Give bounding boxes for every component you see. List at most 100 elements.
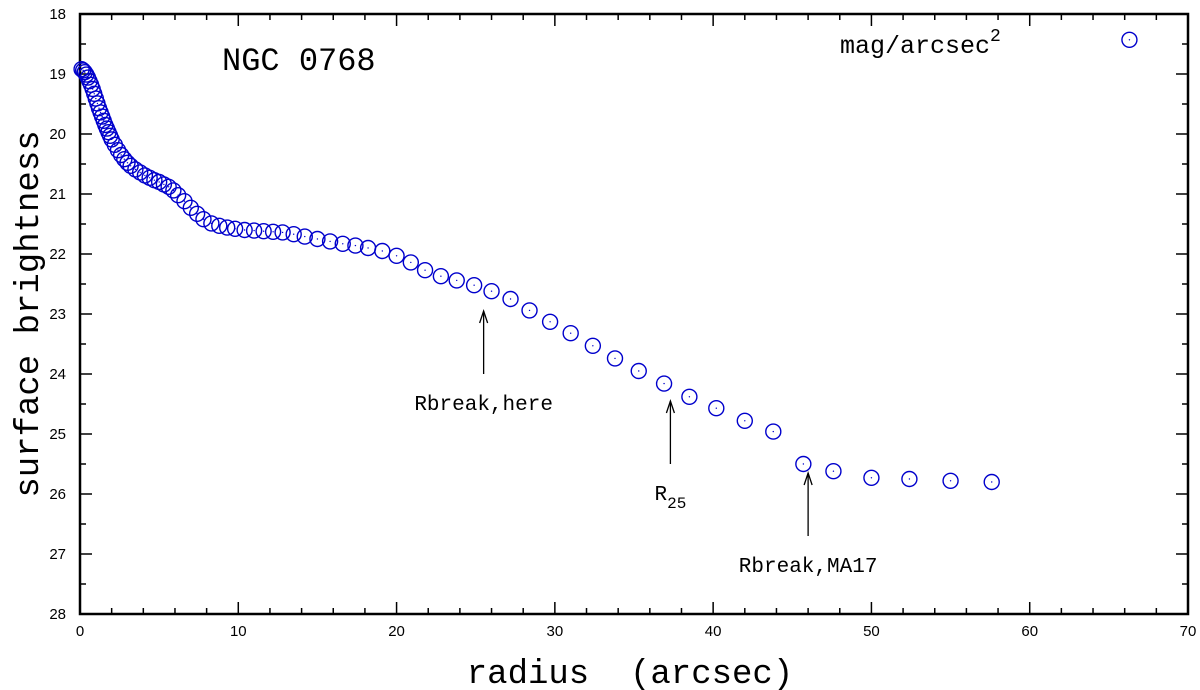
- annotations: Rbreak,here R25 Rbreak,MA17: [414, 308, 878, 579]
- data-point: [347, 237, 364, 254]
- y-tick-label: 21: [49, 186, 66, 203]
- data-point: [795, 455, 812, 473]
- data-point-center: [949, 480, 952, 482]
- data-point-center: [253, 229, 255, 232]
- data-point: [131, 164, 149, 181]
- data-point: [176, 192, 193, 210]
- data-point: [285, 225, 302, 243]
- data-point-center: [96, 102, 99, 105]
- data-point: [765, 423, 782, 440]
- data-point: [236, 221, 253, 239]
- data-point: [169, 186, 187, 204]
- data-point: [109, 141, 127, 159]
- data-point-center: [158, 181, 160, 183]
- y-tick-label: 26: [49, 486, 66, 503]
- data-point-center: [569, 332, 572, 334]
- y-tick-label: 20: [49, 126, 66, 143]
- data-point-center: [123, 158, 126, 160]
- data-point: [584, 337, 602, 354]
- data-point-center: [490, 290, 493, 292]
- data-point-center: [272, 231, 274, 233]
- y-tick-label: 28: [49, 606, 66, 623]
- annotation-arrowhead: [665, 398, 676, 414]
- data-point: [521, 302, 538, 319]
- data-point-center: [549, 321, 551, 323]
- data-point-center: [101, 115, 103, 118]
- unit-label: mag/arcsec2: [840, 27, 1001, 61]
- data-point: [630, 362, 647, 380]
- data-point: [863, 469, 880, 486]
- data-point: [1121, 31, 1138, 48]
- data-point-center: [183, 200, 186, 202]
- data-point-center: [281, 231, 284, 234]
- x-tick-label: 60: [1021, 623, 1038, 640]
- y-axis-title: surface brightness: [11, 130, 49, 497]
- data-point: [562, 325, 579, 342]
- data-point-center: [109, 135, 111, 137]
- data-point: [448, 272, 465, 289]
- data-point: [502, 290, 519, 308]
- data-point: [321, 233, 339, 250]
- data-point-center: [304, 235, 306, 238]
- data-point: [606, 350, 624, 367]
- data-point-center: [715, 407, 718, 409]
- data-point: [73, 60, 90, 78]
- data-point: [116, 150, 133, 168]
- data-point-center: [528, 309, 531, 312]
- plot-frame: [78, 12, 1190, 616]
- data-point: [736, 412, 753, 429]
- data-point: [127, 161, 144, 178]
- data-point: [825, 463, 842, 480]
- data-point-center: [91, 88, 94, 90]
- data-point-center: [90, 84, 92, 86]
- data-point: [160, 178, 177, 196]
- data-point: [708, 400, 725, 417]
- data-point-center: [110, 138, 113, 141]
- data-point-center: [234, 228, 236, 230]
- data-point: [219, 219, 236, 236]
- data-point-center: [99, 111, 102, 114]
- data-point: [309, 230, 326, 248]
- data-point: [195, 210, 212, 228]
- x-tick-label: 10: [230, 623, 247, 640]
- data-point: [942, 472, 959, 489]
- data-point-center: [688, 396, 691, 398]
- data-point-center: [120, 154, 122, 156]
- data-point-center: [98, 107, 100, 109]
- data-point-center: [148, 177, 151, 179]
- data-point: [541, 313, 559, 330]
- data-point: [465, 277, 483, 294]
- data-point-center: [114, 144, 116, 146]
- data-point-center: [262, 230, 265, 232]
- data-point: [483, 283, 500, 300]
- data-point: [334, 235, 351, 253]
- data-point: [983, 473, 1000, 491]
- data-point-center: [473, 284, 475, 286]
- data-point: [255, 222, 272, 240]
- data-point-center: [908, 478, 911, 480]
- data-point: [203, 215, 220, 232]
- annotation-label: R25: [654, 484, 686, 513]
- data-point-center: [663, 382, 665, 385]
- data-point-center: [129, 165, 132, 167]
- data-point-center: [991, 481, 993, 483]
- y-tick-label: 24: [49, 366, 66, 383]
- data-point-center: [95, 97, 97, 100]
- data-point: [296, 228, 313, 245]
- data-point-center: [316, 238, 319, 240]
- chart-title: NGC 0768: [222, 43, 376, 80]
- x-axis-title: radius (arcsec): [467, 656, 793, 690]
- axes: 0 10 20 30 40 50 60 70 18 19 20 21 22 23 24 25 26 27 28: [49, 6, 1196, 640]
- data-point-center: [342, 243, 344, 245]
- annotation-label: Rbreak,MA17: [739, 556, 878, 579]
- data-point-center: [456, 279, 458, 282]
- y-tick-label: 19: [49, 66, 66, 83]
- data-point-center: [93, 93, 95, 95]
- data-point-center: [440, 275, 442, 277]
- data-point-center: [177, 194, 179, 196]
- x-tick-label: 50: [863, 623, 880, 640]
- data-points: [73, 31, 1138, 491]
- data-point: [245, 222, 263, 239]
- data-point-center: [832, 470, 835, 472]
- data-point: [211, 217, 228, 235]
